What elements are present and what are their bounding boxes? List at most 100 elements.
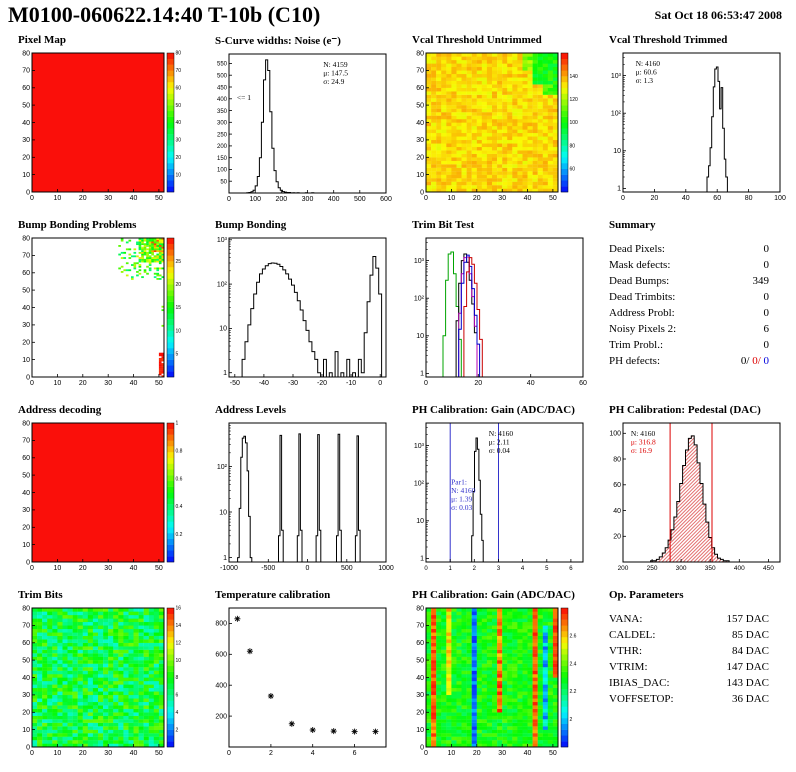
svg-text:0: 0 — [227, 196, 231, 203]
svg-text:-50: -50 — [230, 380, 240, 387]
panel-title: PH Calibration: Pedestal (DAC) — [609, 404, 761, 416]
svg-text:10: 10 — [22, 542, 30, 549]
svg-text:10: 10 — [22, 727, 30, 734]
svg-text:50: 50 — [220, 180, 227, 186]
svg-text:70: 70 — [22, 253, 30, 260]
svg-text:10²: 10² — [217, 464, 228, 471]
svg-text:500: 500 — [354, 196, 366, 203]
parameter-row: VOFFSETOP: 36 DAC — [609, 691, 769, 707]
parameter-row: Address Probl: 0 — [609, 305, 769, 321]
svg-text:1: 1 — [420, 371, 424, 378]
svg-text:15: 15 — [176, 305, 182, 311]
panel-bump-bonding-problems: Bump Bonding Problems 0 10 20 30 40 50 0 10 20 30… — [6, 213, 203, 394]
plots-grid: Pixel Map 0 10 20 30 40 50 0 10 20 30 40 50 60 70 80 10… — [0, 28, 796, 764]
svg-text:N: 4160: N: 4160 — [631, 429, 656, 438]
svg-text:σ: 16.9: σ: 16.9 — [631, 446, 652, 455]
svg-text:3: 3 — [497, 566, 501, 572]
svg-text:10²: 10² — [414, 481, 425, 488]
svg-text:4: 4 — [521, 566, 525, 572]
svg-text:40: 40 — [524, 195, 532, 202]
svg-text:2: 2 — [473, 566, 477, 572]
svg-text:40: 40 — [130, 750, 138, 757]
svg-text:40: 40 — [416, 120, 424, 127]
panel-op-parameters: Op. Parameters VANA: 157 DAC CALDEL: 85 DAC… — [597, 583, 794, 764]
text-block: VANA: 157 DAC CALDEL: 85 DAC VTHR: 84 DAC VTRI… — [609, 611, 794, 707]
svg-text:10: 10 — [176, 172, 182, 178]
report-date: Sat Oct 18 06:53:47 2008 — [654, 8, 782, 22]
svg-text:60: 60 — [22, 85, 30, 92]
svg-text:20: 20 — [79, 195, 87, 202]
ph-calibration-gain-map-chart: 0 10 20 30 40 50 0 10 20 30 40 50 60 70 80 2 2.2 2.4 2.6 — [416, 605, 576, 757]
parameter-value: 84 DAC — [732, 645, 769, 657]
panel-title: Trim Bit Test — [412, 219, 475, 231]
svg-text:80: 80 — [22, 420, 30, 427]
svg-text:50: 50 — [549, 750, 557, 757]
svg-text:40: 40 — [22, 305, 30, 312]
svg-text:60: 60 — [579, 380, 587, 387]
svg-text:30: 30 — [416, 137, 424, 144]
temperature-calibration-chart: 0 2 4 6 200 400 600 800 — [215, 607, 387, 757]
parameter-value: 157 DAC — [726, 613, 769, 625]
svg-text:-10: -10 — [346, 380, 356, 387]
svg-text:σ: 0.04: σ: 0.04 — [489, 446, 510, 455]
svg-text:10²: 10² — [611, 111, 622, 118]
svg-text:40: 40 — [130, 380, 138, 387]
svg-text:10: 10 — [54, 195, 62, 202]
parameter-label: VTRIM: — [609, 661, 648, 673]
svg-text:12: 12 — [176, 641, 182, 647]
svg-text:-500: -500 — [261, 565, 275, 572]
svg-text:N: 4160: N: 4160 — [489, 429, 514, 438]
svg-text:80: 80 — [22, 50, 30, 57]
svg-text:50: 50 — [155, 565, 163, 572]
svg-text:20: 20 — [79, 380, 87, 387]
svg-text:100: 100 — [570, 120, 579, 126]
svg-text:550: 550 — [217, 62, 228, 68]
svg-text:200: 200 — [217, 144, 228, 150]
svg-text:0: 0 — [26, 189, 30, 196]
svg-text:20: 20 — [22, 340, 30, 347]
svg-text:20: 20 — [79, 750, 87, 757]
vcal-threshold-untrimmed-chart: 0 10 20 30 40 50 0 10 20 30 40 50 60 70 80 60 80 100 120 14… — [416, 50, 579, 202]
svg-text:20: 20 — [176, 155, 182, 161]
parameter-row: Dead Trimbits: 0 — [609, 289, 769, 305]
svg-text:600: 600 — [215, 652, 227, 659]
svg-text:100: 100 — [249, 196, 261, 203]
svg-text:10: 10 — [176, 658, 182, 664]
svg-text:80: 80 — [745, 195, 753, 202]
svg-text:60: 60 — [22, 270, 30, 277]
svg-text:0: 0 — [621, 195, 625, 202]
svg-text:450: 450 — [763, 565, 774, 572]
svg-text:30: 30 — [498, 750, 506, 757]
parameter-value: 147 DAC — [726, 661, 769, 673]
svg-text:80: 80 — [570, 143, 576, 149]
svg-text:10³: 10³ — [414, 443, 425, 450]
svg-text:30: 30 — [104, 380, 112, 387]
svg-text:1: 1 — [449, 566, 453, 572]
parameter-row: VANA: 157 DAC — [609, 611, 769, 627]
parameter-value: 0 — [763, 243, 770, 255]
svg-text:1: 1 — [223, 555, 227, 562]
svg-text:0: 0 — [30, 565, 34, 572]
svg-text:10: 10 — [416, 172, 424, 179]
svg-text:450: 450 — [217, 85, 228, 91]
svg-text:4: 4 — [176, 710, 179, 716]
svg-text:20: 20 — [473, 750, 481, 757]
svg-text:0.4: 0.4 — [176, 504, 183, 510]
parameter-label: VOFFSETOP: — [609, 693, 674, 705]
parameter-value: 6 — [763, 323, 770, 335]
svg-text:N: 4160: N: 4160 — [451, 486, 476, 495]
svg-text:40: 40 — [524, 750, 532, 757]
svg-text:350: 350 — [705, 565, 716, 572]
parameter-label: VANA: — [609, 613, 643, 625]
panel-title: Summary — [609, 219, 656, 231]
panel-trim-bit-test: Trim Bit Test 0 20 40 60 1 10 10² 10³ — [400, 213, 597, 394]
parameter-label: IBIAS_DAC: — [609, 677, 670, 689]
svg-text:10: 10 — [54, 750, 62, 757]
svg-text:2: 2 — [570, 717, 573, 723]
svg-text:μ: 147.5: μ: 147.5 — [323, 69, 348, 78]
panel-vcal-threshold-untrimmed: Vcal Threshold Untrimmed 0 10 20 30 40 50 0 10 2… — [400, 28, 597, 209]
svg-text:-20: -20 — [317, 380, 327, 387]
svg-text:50: 50 — [416, 102, 424, 109]
svg-text:10: 10 — [416, 518, 424, 525]
svg-text:40: 40 — [613, 508, 621, 515]
